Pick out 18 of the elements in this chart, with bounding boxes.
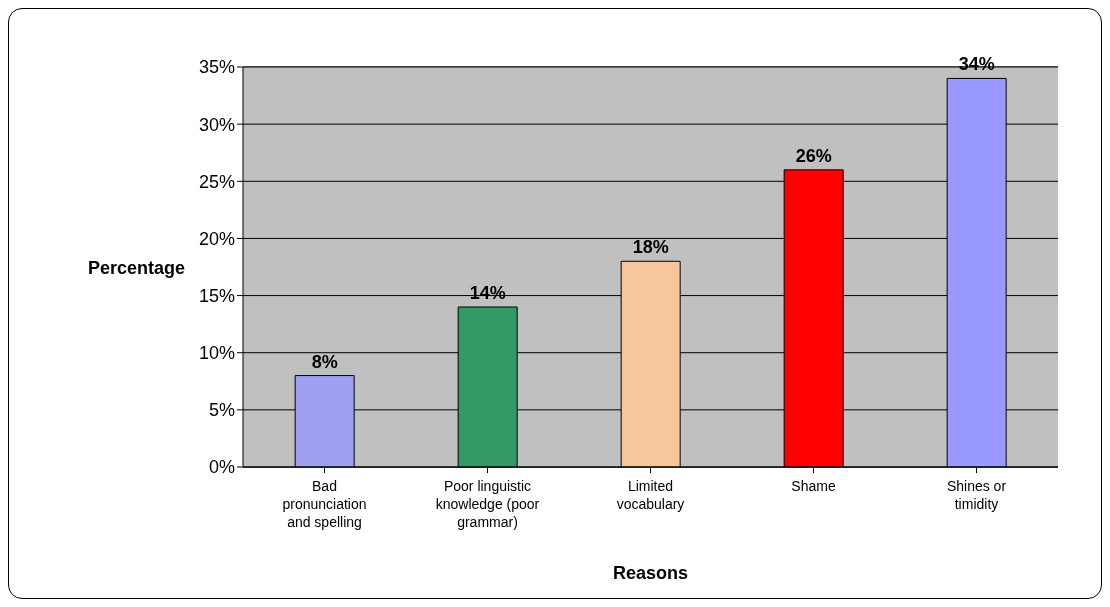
y-tick-label: 15%: [198, 285, 235, 306]
y-tick-label: 20%: [198, 228, 235, 249]
data-label: 8%: [311, 351, 338, 372]
y-tick-label: 10%: [198, 343, 235, 364]
x-tick-label: Bad pronunciation and spelling: [282, 478, 367, 530]
y-tick-label: 30%: [198, 114, 235, 135]
x-axis-title: Reasons: [611, 563, 689, 584]
data-label: 26%: [795, 145, 832, 166]
y-tick-label: 35%: [198, 57, 235, 78]
x-tick-label: Shame: [791, 478, 836, 494]
x-tick-label: Poor linguistic knowledge (poor grammar): [435, 478, 540, 530]
x-tick-label: Limited vocabulary: [616, 478, 685, 512]
y-tick-label: 25%: [198, 171, 235, 192]
x-tick-label: Shines or timidity: [946, 478, 1007, 512]
y-tick-label: 0%: [208, 457, 235, 478]
y-axis-title: Percentage: [88, 258, 186, 279]
data-label: 18%: [632, 237, 669, 258]
y-tick-label: 5%: [208, 400, 235, 421]
